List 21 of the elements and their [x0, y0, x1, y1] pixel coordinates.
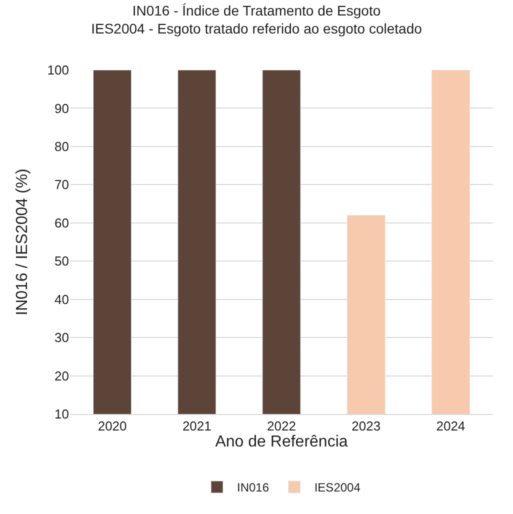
x-tick-label: 2024	[436, 418, 466, 434]
y-tick-label: 20	[54, 368, 69, 384]
y-tick-label: 10	[54, 406, 69, 422]
y-axis-title: IN016 / IES2004 (%)	[14, 168, 32, 316]
y-tick-label: 100	[47, 62, 69, 78]
y-tick-label: 90	[54, 100, 69, 116]
chart-subtitle: IES2004 - Esgoto tratado referido ao esgoto coletado	[91, 20, 422, 37]
y-tick-label: 70	[54, 177, 69, 192]
y-tick-label: 50	[54, 254, 69, 269]
y-tick-label: 30	[54, 330, 69, 346]
x-tick-label: 2021	[182, 418, 212, 434]
x-axis-title: Ano de Referência	[215, 434, 348, 451]
legend-label: IES2004	[314, 480, 361, 495]
y-tick-label: 40	[54, 292, 69, 307]
legend-label: IN016	[237, 480, 270, 495]
chart-title: IN016 - Índice de Tratamento de Esgoto	[132, 2, 381, 18]
x-tick-label: 2023	[352, 418, 381, 434]
x-tick-label: 2022	[267, 418, 296, 434]
x-tick-label: 2020	[98, 418, 127, 434]
y-tick-label: 80	[54, 138, 69, 154]
y-tick-label: 60	[54, 215, 69, 230]
